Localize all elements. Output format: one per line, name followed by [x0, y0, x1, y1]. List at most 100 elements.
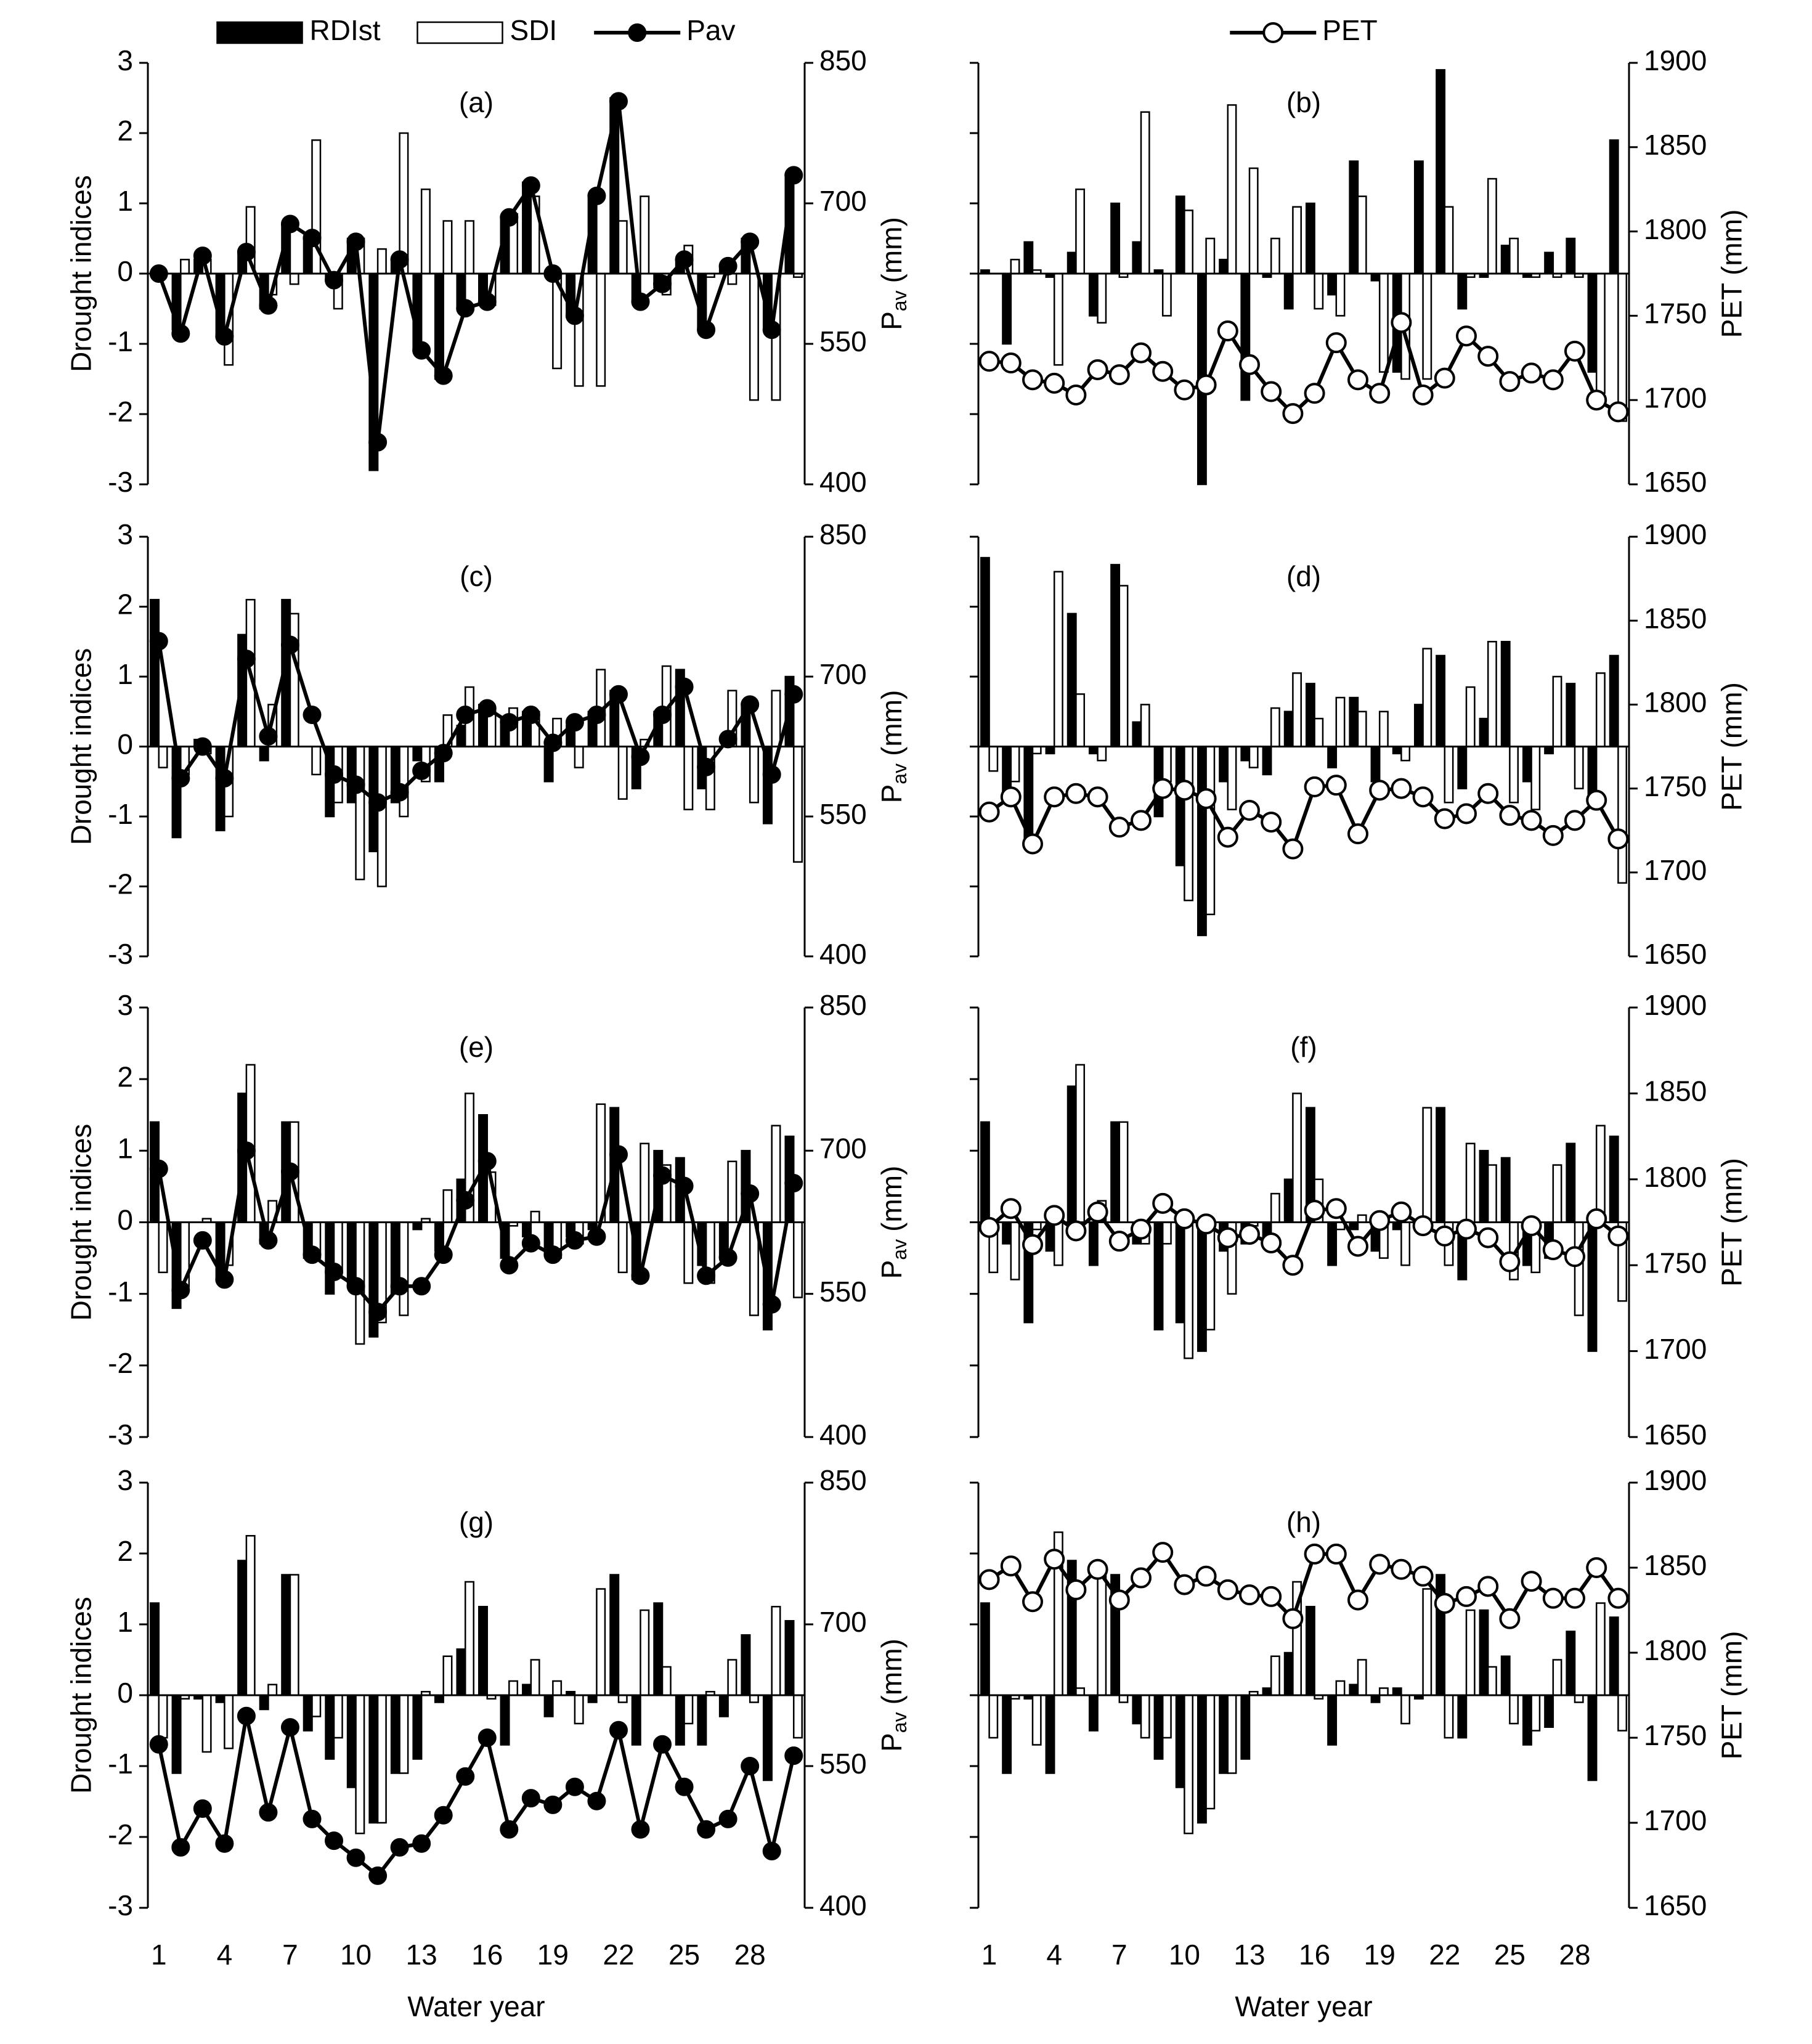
series-marker: [237, 649, 256, 669]
bar: [1270, 1192, 1280, 1223]
bar: [697, 1694, 707, 1746]
series-marker: [1521, 1215, 1542, 1237]
x-tick-label: 25: [668, 1939, 700, 1971]
y2-label-sub: av: [888, 290, 911, 311]
series-marker: [215, 768, 234, 788]
bar: [1240, 272, 1251, 401]
panel: -3 -2 -1 0 1 2 3 400 550 700 850 1 4 7 10 13 16 19 22 25 28 W…: [65, 1464, 911, 2022]
panel-label: (e): [459, 1031, 494, 1063]
series-marker: [259, 1803, 278, 1822]
bar: [1335, 272, 1346, 317]
series-marker: [1087, 359, 1108, 380]
bar: [543, 1694, 554, 1717]
bar: [1544, 746, 1554, 755]
bar: [1161, 1694, 1172, 1739]
bar: [640, 1142, 650, 1223]
y-tick-label: 0: [117, 255, 133, 287]
y-tick-label: -2: [108, 1347, 133, 1379]
series-marker: [631, 1266, 650, 1285]
series-marker: [259, 727, 278, 746]
legend: PET: [1230, 14, 1378, 46]
y-tick-label: 3: [117, 1464, 133, 1496]
bar: [1609, 1135, 1619, 1223]
series-marker: [1087, 1201, 1108, 1223]
series-marker: [609, 685, 628, 704]
series-marker: [565, 713, 584, 732]
series-marker: [675, 1777, 694, 1796]
series-marker: [1131, 810, 1152, 831]
bar: [1227, 104, 1237, 275]
y-tick-label: 3: [117, 518, 133, 550]
series-marker: [631, 292, 650, 311]
bar: [587, 1694, 598, 1703]
series-marker: [1131, 342, 1152, 364]
bar: [399, 1221, 409, 1316]
y2-label-sub: av: [888, 1239, 911, 1260]
series-marker: [1000, 352, 1022, 374]
series-marker: [609, 1720, 628, 1740]
series-marker: [978, 351, 1000, 372]
bar: [1184, 1221, 1194, 1359]
bar: [675, 1694, 685, 1746]
y2-tick-label: 700: [819, 185, 867, 217]
series-marker: [325, 271, 344, 290]
bar: [1110, 202, 1121, 275]
y-tick-label: 3: [117, 44, 133, 76]
bar: [1248, 167, 1259, 275]
bar: [1227, 1694, 1237, 1774]
bar: [399, 746, 409, 818]
bar: [1088, 272, 1099, 317]
series-marker: [609, 92, 628, 111]
bar: [1357, 1214, 1367, 1223]
bar: [1500, 641, 1511, 747]
bar: [442, 1189, 453, 1223]
bar: [420, 188, 431, 275]
y2-axis-label: Pav (mm): [876, 690, 911, 804]
bar: [259, 1694, 269, 1711]
bar: [1552, 1164, 1562, 1223]
series-marker: [1607, 1587, 1629, 1609]
panel: -3 -2 -1 0 1 2 3 400 550 700 850 Drought indices Pav…: [65, 989, 911, 1451]
series-marker: [1564, 340, 1585, 362]
series-marker: [1347, 1589, 1368, 1611]
bar: [346, 1221, 357, 1288]
bar: [988, 746, 999, 772]
series-marker: [1607, 1225, 1629, 1247]
series-marker: [280, 1718, 299, 1737]
bar: [434, 272, 444, 380]
y-tick-label: 0: [117, 1677, 133, 1709]
series-marker: [587, 1227, 606, 1246]
y2-label-base: P: [876, 1733, 908, 1752]
bar: [289, 272, 299, 285]
y2-tick-label: 1800: [1644, 213, 1707, 245]
bar: [727, 1659, 737, 1696]
y2-label-base: P: [876, 311, 908, 330]
series-marker: [1542, 369, 1564, 391]
series-marker: [325, 765, 344, 784]
bar: [1196, 1694, 1207, 1824]
series-marker: [500, 713, 519, 732]
y2-tick-label: 1700: [1644, 1333, 1707, 1365]
series-marker: [784, 1173, 803, 1192]
y-tick-label: -2: [108, 868, 133, 900]
series-marker: [1217, 826, 1238, 848]
panel-label: (g): [459, 1506, 494, 1538]
bar: [1422, 1588, 1432, 1696]
bar: [1595, 1125, 1606, 1223]
bar: [311, 746, 322, 776]
bar: [1031, 746, 1042, 755]
bar: [1595, 1602, 1606, 1696]
bar: [1066, 613, 1077, 747]
y-tick-label: 0: [117, 1204, 133, 1236]
series-marker: [477, 699, 497, 718]
bar: [762, 1694, 773, 1781]
bar: [215, 746, 225, 831]
bar: [1283, 711, 1294, 747]
x-tick-label: 13: [1233, 1939, 1265, 1971]
y2-tick-label: 1850: [1644, 129, 1707, 161]
y-tick-label: -2: [108, 1818, 133, 1851]
x-tick-label: 1: [981, 1939, 997, 1971]
bar: [1436, 69, 1446, 275]
series-marker: [1456, 1586, 1477, 1607]
bar: [311, 1694, 322, 1717]
